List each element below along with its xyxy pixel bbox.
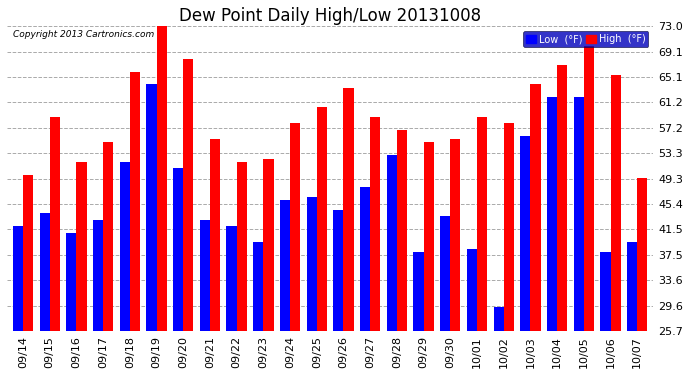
Bar [119, 162, 130, 331]
Bar [66, 232, 77, 331]
Bar [600, 252, 611, 331]
Bar [557, 65, 567, 331]
Bar [638, 178, 647, 331]
Bar [360, 188, 371, 331]
Bar [467, 249, 477, 331]
Bar [627, 242, 638, 331]
Bar [547, 98, 557, 331]
Bar [573, 98, 584, 331]
Bar [344, 88, 354, 331]
Bar [146, 84, 157, 331]
Bar [451, 139, 460, 331]
Bar [184, 59, 193, 331]
Bar [504, 123, 514, 331]
Bar [333, 210, 344, 331]
Bar [23, 175, 33, 331]
Bar [520, 136, 531, 331]
Bar [157, 23, 167, 331]
Title: Dew Point Daily High/Low 20131008: Dew Point Daily High/Low 20131008 [179, 7, 481, 25]
Bar [424, 142, 434, 331]
Bar [13, 226, 23, 331]
Bar [200, 220, 210, 331]
Bar [440, 216, 451, 331]
Bar [371, 117, 380, 331]
Bar [280, 200, 290, 331]
Bar [413, 252, 424, 331]
Bar [210, 139, 220, 331]
Bar [173, 168, 184, 331]
Bar [611, 75, 621, 331]
Bar [93, 220, 103, 331]
Bar [226, 226, 237, 331]
Bar [584, 46, 594, 331]
Bar [290, 123, 300, 331]
Bar [130, 72, 140, 331]
Bar [103, 142, 113, 331]
Bar [264, 159, 273, 331]
Bar [39, 213, 50, 331]
Bar [477, 117, 487, 331]
Text: Copyright 2013 Cartronics.com: Copyright 2013 Cartronics.com [13, 30, 155, 39]
Bar [253, 242, 264, 331]
Bar [387, 155, 397, 331]
Bar [397, 129, 407, 331]
Bar [317, 107, 327, 331]
Legend: Low  (°F), High  (°F): Low (°F), High (°F) [523, 32, 649, 47]
Bar [531, 84, 540, 331]
Bar [306, 197, 317, 331]
Bar [237, 162, 247, 331]
Bar [77, 162, 86, 331]
Bar [50, 117, 60, 331]
Bar [493, 307, 504, 331]
